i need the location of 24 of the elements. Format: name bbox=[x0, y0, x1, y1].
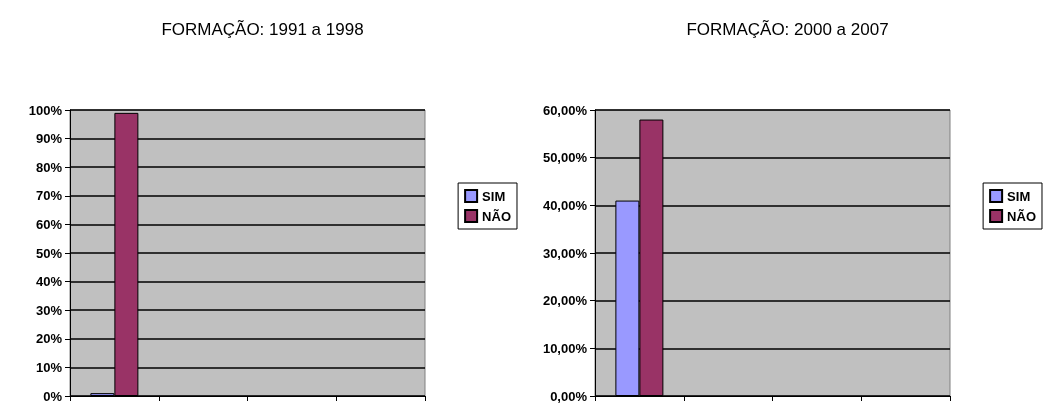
y-tick-label: 70% bbox=[35, 188, 63, 204]
y-tick-label: 60% bbox=[35, 216, 63, 232]
y-tick-label: 30% bbox=[35, 302, 63, 318]
y-tick-label: 100% bbox=[28, 102, 63, 118]
legend-label: SIM bbox=[1007, 188, 1031, 204]
y-tick-label: 10% bbox=[35, 359, 63, 375]
y-tick-label: 30,00% bbox=[542, 245, 588, 261]
legend-label: NÃO bbox=[482, 208, 511, 224]
y-tick-label: 60,00% bbox=[542, 102, 588, 118]
chart-title: FORMAÇÃO: 2000 a 2007 bbox=[686, 20, 889, 39]
y-tick-label: 0,00% bbox=[550, 388, 588, 404]
y-tick-label: 40,00% bbox=[542, 197, 588, 213]
y-tick-label: 50,00% bbox=[542, 150, 588, 166]
y-tick-label: 10,00% bbox=[542, 340, 588, 356]
legend-label: SIM bbox=[482, 188, 506, 204]
y-tick-label: 20,00% bbox=[542, 293, 588, 309]
y-tick-label: 90% bbox=[35, 131, 63, 147]
y-tick-label: 50% bbox=[35, 245, 63, 261]
chart-title: FORMAÇÃO: 1991 a 1998 bbox=[161, 20, 364, 39]
legend-label: NÃO bbox=[1007, 208, 1036, 224]
y-tick-label: 0% bbox=[43, 388, 63, 404]
y-tick-label: 20% bbox=[35, 331, 63, 347]
y-tick-label: 40% bbox=[35, 274, 63, 290]
y-tick-label: 80% bbox=[35, 159, 63, 175]
